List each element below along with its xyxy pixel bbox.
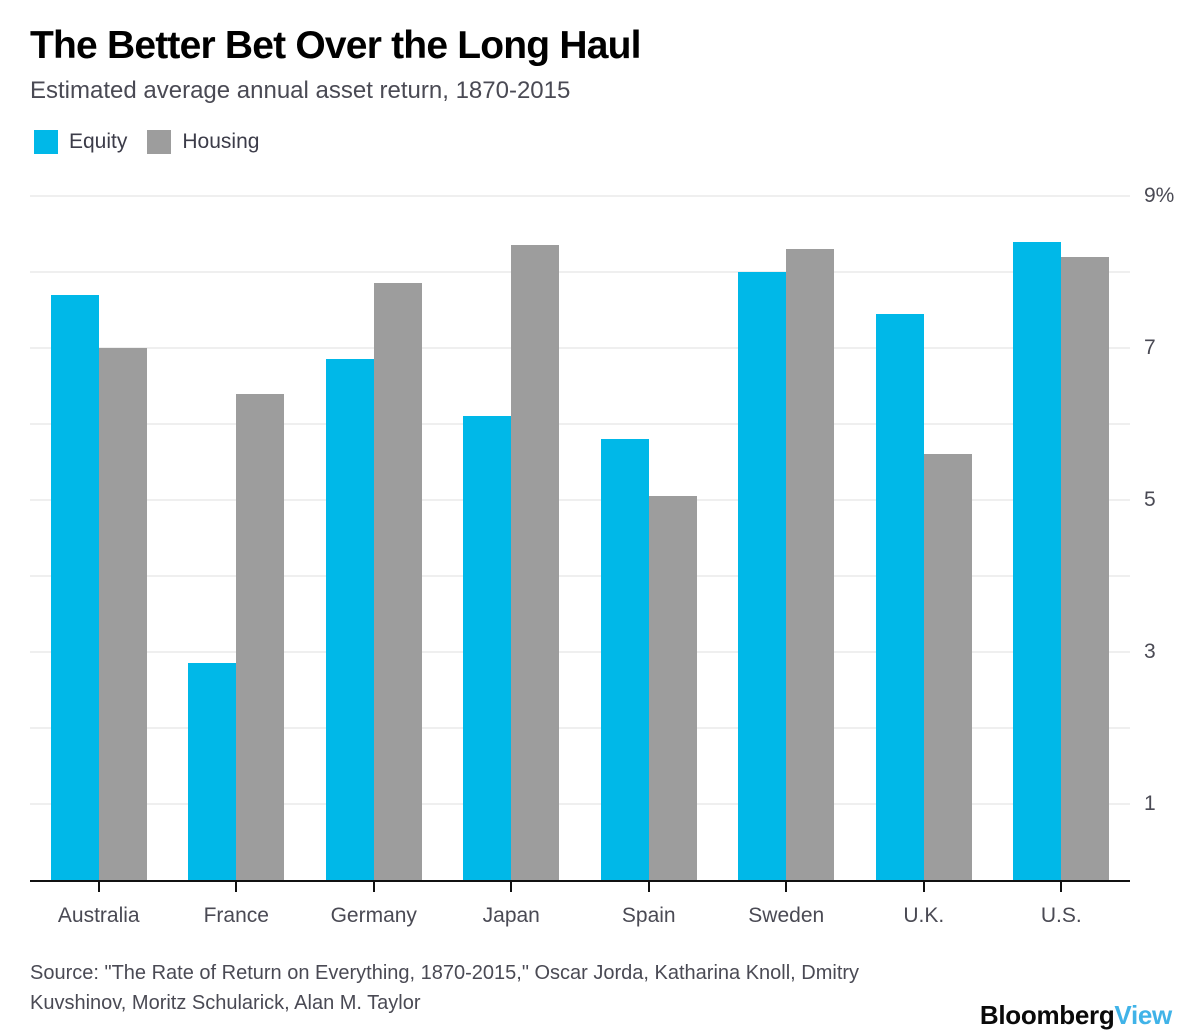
- bloomberg-view-logo: BloombergView: [980, 1000, 1172, 1031]
- x-axis-tick: [785, 882, 788, 892]
- housing-bar-us: [1061, 256, 1110, 880]
- equity-bar-sweden: [738, 272, 787, 880]
- x-axis-tick: [922, 882, 925, 892]
- source-line-2: Kuvshinov, Moritz Schularick, Alan M. Ta…: [30, 992, 421, 1014]
- x-axis-label-france: France: [203, 904, 269, 927]
- x-axis-tick: [647, 882, 650, 892]
- gridline-3: [30, 651, 1130, 654]
- x-axis-label-australia: Australia: [57, 904, 140, 927]
- bar-group-sweden: [718, 190, 856, 880]
- legend-item-equity: Equity: [34, 130, 127, 154]
- gridline-8: [30, 271, 1130, 274]
- bar-group-spain: [580, 190, 718, 880]
- plot-area: [30, 190, 1130, 882]
- x-axis-cell-us: U.S.: [993, 882, 1131, 928]
- equity-bar-spain: [600, 439, 649, 880]
- gridline-7: [30, 347, 1130, 350]
- equity-bar-france: [188, 663, 237, 880]
- equity-swatch-icon: [34, 130, 58, 154]
- legend: Equity Housing: [34, 130, 259, 154]
- housing-swatch-icon: [147, 130, 172, 154]
- equity-bar-us: [1013, 241, 1062, 880]
- bar-group-germany: [305, 190, 443, 880]
- gridline-5: [30, 499, 1130, 502]
- gridline-2: [30, 727, 1130, 730]
- housing-bar-spain: [648, 496, 697, 880]
- housing-bar-australia: [98, 348, 147, 880]
- y-axis-label-1: 1: [1144, 792, 1156, 816]
- logo-bloomberg: Bloomberg: [979, 1000, 1115, 1030]
- equity-bar-australia: [50, 294, 99, 880]
- x-axis-tick: [510, 882, 513, 892]
- y-axis-label-5: 5: [1144, 488, 1156, 512]
- x-axis-line: [30, 880, 1130, 882]
- x-axis-cell-uk: U.K.: [855, 882, 993, 928]
- source-text: Source: "The Rate of Return on Everythin…: [30, 958, 1020, 1018]
- housing-bar-france: [236, 393, 285, 880]
- logo-view: View: [1114, 1000, 1172, 1030]
- x-axis-cell-france: France: [168, 882, 306, 928]
- x-axis: Australia France Germany Japan Spain Sweden U.…: [30, 882, 1131, 928]
- x-axis-tick: [1060, 882, 1063, 892]
- source-line-1: Source: "The Rate of Return on Everythin…: [30, 962, 860, 984]
- y-axis-label-9: 9%: [1144, 184, 1175, 208]
- x-axis-label-us: U.S.: [1040, 904, 1082, 927]
- gridline-4: [30, 575, 1130, 578]
- x-axis-tick: [97, 882, 100, 892]
- x-axis-label-sweden: Sweden: [748, 904, 825, 927]
- equity-bar-uk: [875, 313, 924, 880]
- x-axis-label-uk: U.K.: [903, 904, 945, 927]
- x-axis-tick: [372, 882, 375, 892]
- x-axis-cell-japan: Japan: [443, 882, 581, 928]
- legend-item-housing: Housing: [147, 130, 259, 154]
- x-axis-cell-sweden: Sweden: [718, 882, 856, 928]
- x-axis-label-germany: Germany: [330, 904, 417, 927]
- y-axis: 9% 7 5 3 1: [1144, 184, 1200, 880]
- legend-label-equity: Equity: [69, 130, 128, 153]
- bar-group-australia: [30, 190, 168, 880]
- housing-bar-uk: [923, 454, 972, 880]
- housing-bar-japan: [511, 245, 560, 880]
- page-subtitle: Estimated average annual asset return, 1…: [30, 77, 571, 104]
- x-axis-cell-australia: Australia: [30, 882, 168, 928]
- gridline-6: [30, 423, 1130, 426]
- x-axis-cell-spain: Spain: [580, 882, 718, 928]
- bar-group-france: [168, 190, 306, 880]
- legend-label-housing: Housing: [182, 130, 260, 153]
- bar-group-uk: [855, 190, 993, 880]
- gridline-9: [30, 195, 1130, 198]
- housing-bar-sweden: [786, 249, 835, 880]
- equity-bar-germany: [325, 359, 374, 880]
- page-title: The Better Bet Over the Long Haul: [30, 24, 641, 67]
- y-axis-label-3: 3: [1144, 640, 1156, 664]
- x-axis-cell-germany: Germany: [305, 882, 443, 928]
- bars-row: [30, 190, 1130, 880]
- gridline-1: [30, 803, 1130, 806]
- equity-bar-japan: [463, 416, 512, 880]
- housing-bar-germany: [373, 283, 422, 880]
- y-axis-label-7: 7: [1144, 336, 1156, 360]
- bar-group-japan: [443, 190, 581, 880]
- x-axis-label-spain: Spain: [621, 904, 676, 927]
- bar-group-us: [993, 190, 1131, 880]
- x-axis-label-japan: Japan: [482, 904, 540, 927]
- x-axis-tick: [235, 882, 238, 892]
